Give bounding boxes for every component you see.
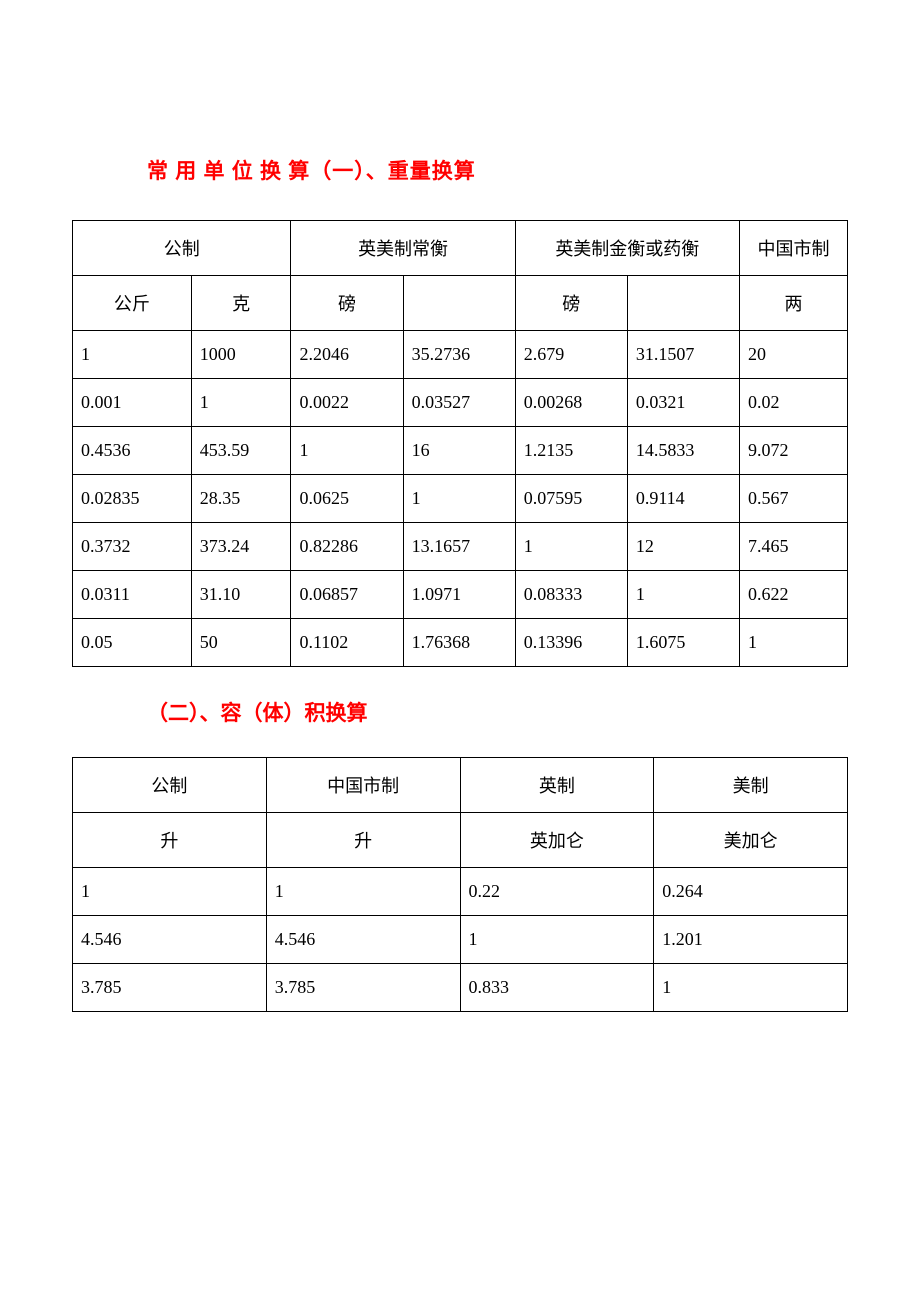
section-subtitle: （二）、容（体）积换算	[72, 697, 848, 727]
subheader-cell: 公斤	[73, 276, 192, 331]
data-cell: 0.82286	[291, 523, 403, 571]
weight-conversion-table: 公制 英美制常衡 英美制金衡或药衡 中国市制 公斤 克 磅 磅 两 1 1000…	[72, 220, 848, 667]
volume-conversion-table: 公制 中国市制 英制 美制 升 升 英加仑 美加仑 1 1 0.22 0.264…	[72, 757, 848, 1012]
data-cell: 0.9114	[627, 475, 739, 523]
data-cell: 0.06857	[291, 571, 403, 619]
header-cell: 美制	[654, 758, 848, 813]
data-cell: 0.001	[73, 379, 192, 427]
data-cell: 1	[460, 916, 654, 964]
data-cell: 1	[403, 475, 515, 523]
data-cell: 0.264	[654, 868, 848, 916]
data-cell: 0.4536	[73, 427, 192, 475]
data-cell: 14.5833	[627, 427, 739, 475]
data-cell: 31.10	[191, 571, 291, 619]
data-cell: 50	[191, 619, 291, 667]
data-cell: 1	[73, 868, 267, 916]
data-cell: 0.03527	[403, 379, 515, 427]
data-cell: 3.785	[266, 964, 460, 1012]
table-row: 0.0311 31.10 0.06857 1.0971 0.08333 1 0.…	[73, 571, 848, 619]
header-cell: 英美制常衡	[291, 221, 515, 276]
data-cell: 20	[739, 331, 847, 379]
data-cell: 0.22	[460, 868, 654, 916]
data-cell: 31.1507	[627, 331, 739, 379]
header-cell: 中国市制	[739, 221, 847, 276]
table-subheader-row: 公斤 克 磅 磅 两	[73, 276, 848, 331]
table-row: 0.05 50 0.1102 1.76368 0.13396 1.6075 1	[73, 619, 848, 667]
data-cell: 4.546	[266, 916, 460, 964]
data-cell: 0.622	[739, 571, 847, 619]
data-cell: 1	[291, 427, 403, 475]
data-cell: 1.201	[654, 916, 848, 964]
table-row: 0.001 1 0.0022 0.03527 0.00268 0.0321 0.…	[73, 379, 848, 427]
subheader-cell: 两	[739, 276, 847, 331]
data-cell: 0.00268	[515, 379, 627, 427]
header-cell: 英美制金衡或药衡	[515, 221, 739, 276]
data-cell: 0.0022	[291, 379, 403, 427]
subheader-cell: 磅	[515, 276, 627, 331]
data-cell: 0.0311	[73, 571, 192, 619]
table-row: 3.785 3.785 0.833 1	[73, 964, 848, 1012]
data-cell: 28.35	[191, 475, 291, 523]
data-cell: 0.02	[739, 379, 847, 427]
page-title: 常 用 单 位 换 算（一）、重量换算	[72, 155, 848, 185]
table-row: 1 1 0.22 0.264	[73, 868, 848, 916]
data-cell: 7.465	[739, 523, 847, 571]
data-cell: 0.0625	[291, 475, 403, 523]
data-cell: 1	[739, 619, 847, 667]
data-cell: 1	[191, 379, 291, 427]
data-cell: 13.1657	[403, 523, 515, 571]
subheader-cell: 升	[73, 813, 267, 868]
data-cell: 12	[627, 523, 739, 571]
data-cell: 1	[73, 331, 192, 379]
data-cell: 0.567	[739, 475, 847, 523]
table-header-row: 公制 英美制常衡 英美制金衡或药衡 中国市制	[73, 221, 848, 276]
table-row: 4.546 4.546 1 1.201	[73, 916, 848, 964]
table-row: 0.3732 373.24 0.82286 13.1657 1 12 7.465	[73, 523, 848, 571]
data-cell: 1000	[191, 331, 291, 379]
subheader-cell	[627, 276, 739, 331]
data-cell: 0.02835	[73, 475, 192, 523]
table-subheader-row: 升 升 英加仑 美加仑	[73, 813, 848, 868]
data-cell: 1.0971	[403, 571, 515, 619]
subheader-cell: 克	[191, 276, 291, 331]
subheader-cell: 美加仑	[654, 813, 848, 868]
data-cell: 373.24	[191, 523, 291, 571]
data-cell: 0.07595	[515, 475, 627, 523]
data-cell: 35.2736	[403, 331, 515, 379]
data-cell: 4.546	[73, 916, 267, 964]
table-row: 0.02835 28.35 0.0625 1 0.07595 0.9114 0.…	[73, 475, 848, 523]
data-cell: 0.0321	[627, 379, 739, 427]
data-cell: 2.2046	[291, 331, 403, 379]
data-cell: 1	[654, 964, 848, 1012]
data-cell: 9.072	[739, 427, 847, 475]
header-cell: 英制	[460, 758, 654, 813]
data-cell: 16	[403, 427, 515, 475]
data-cell: 1.6075	[627, 619, 739, 667]
header-cell: 公制	[73, 221, 291, 276]
table-row: 0.4536 453.59 1 16 1.2135 14.5833 9.072	[73, 427, 848, 475]
data-cell: 0.833	[460, 964, 654, 1012]
table-row: 1 1000 2.2046 35.2736 2.679 31.1507 20	[73, 331, 848, 379]
table-header-row: 公制 中国市制 英制 美制	[73, 758, 848, 813]
data-cell: 0.3732	[73, 523, 192, 571]
header-cell: 公制	[73, 758, 267, 813]
subheader-cell	[403, 276, 515, 331]
data-cell: 1	[515, 523, 627, 571]
data-cell: 0.08333	[515, 571, 627, 619]
data-cell: 1.2135	[515, 427, 627, 475]
data-cell: 1	[266, 868, 460, 916]
data-cell: 1	[627, 571, 739, 619]
subheader-cell: 英加仑	[460, 813, 654, 868]
data-cell: 0.05	[73, 619, 192, 667]
subheader-cell: 升	[266, 813, 460, 868]
header-cell: 中国市制	[266, 758, 460, 813]
subheader-cell: 磅	[291, 276, 403, 331]
data-cell: 2.679	[515, 331, 627, 379]
data-cell: 453.59	[191, 427, 291, 475]
data-cell: 0.1102	[291, 619, 403, 667]
data-cell: 0.13396	[515, 619, 627, 667]
data-cell: 3.785	[73, 964, 267, 1012]
data-cell: 1.76368	[403, 619, 515, 667]
